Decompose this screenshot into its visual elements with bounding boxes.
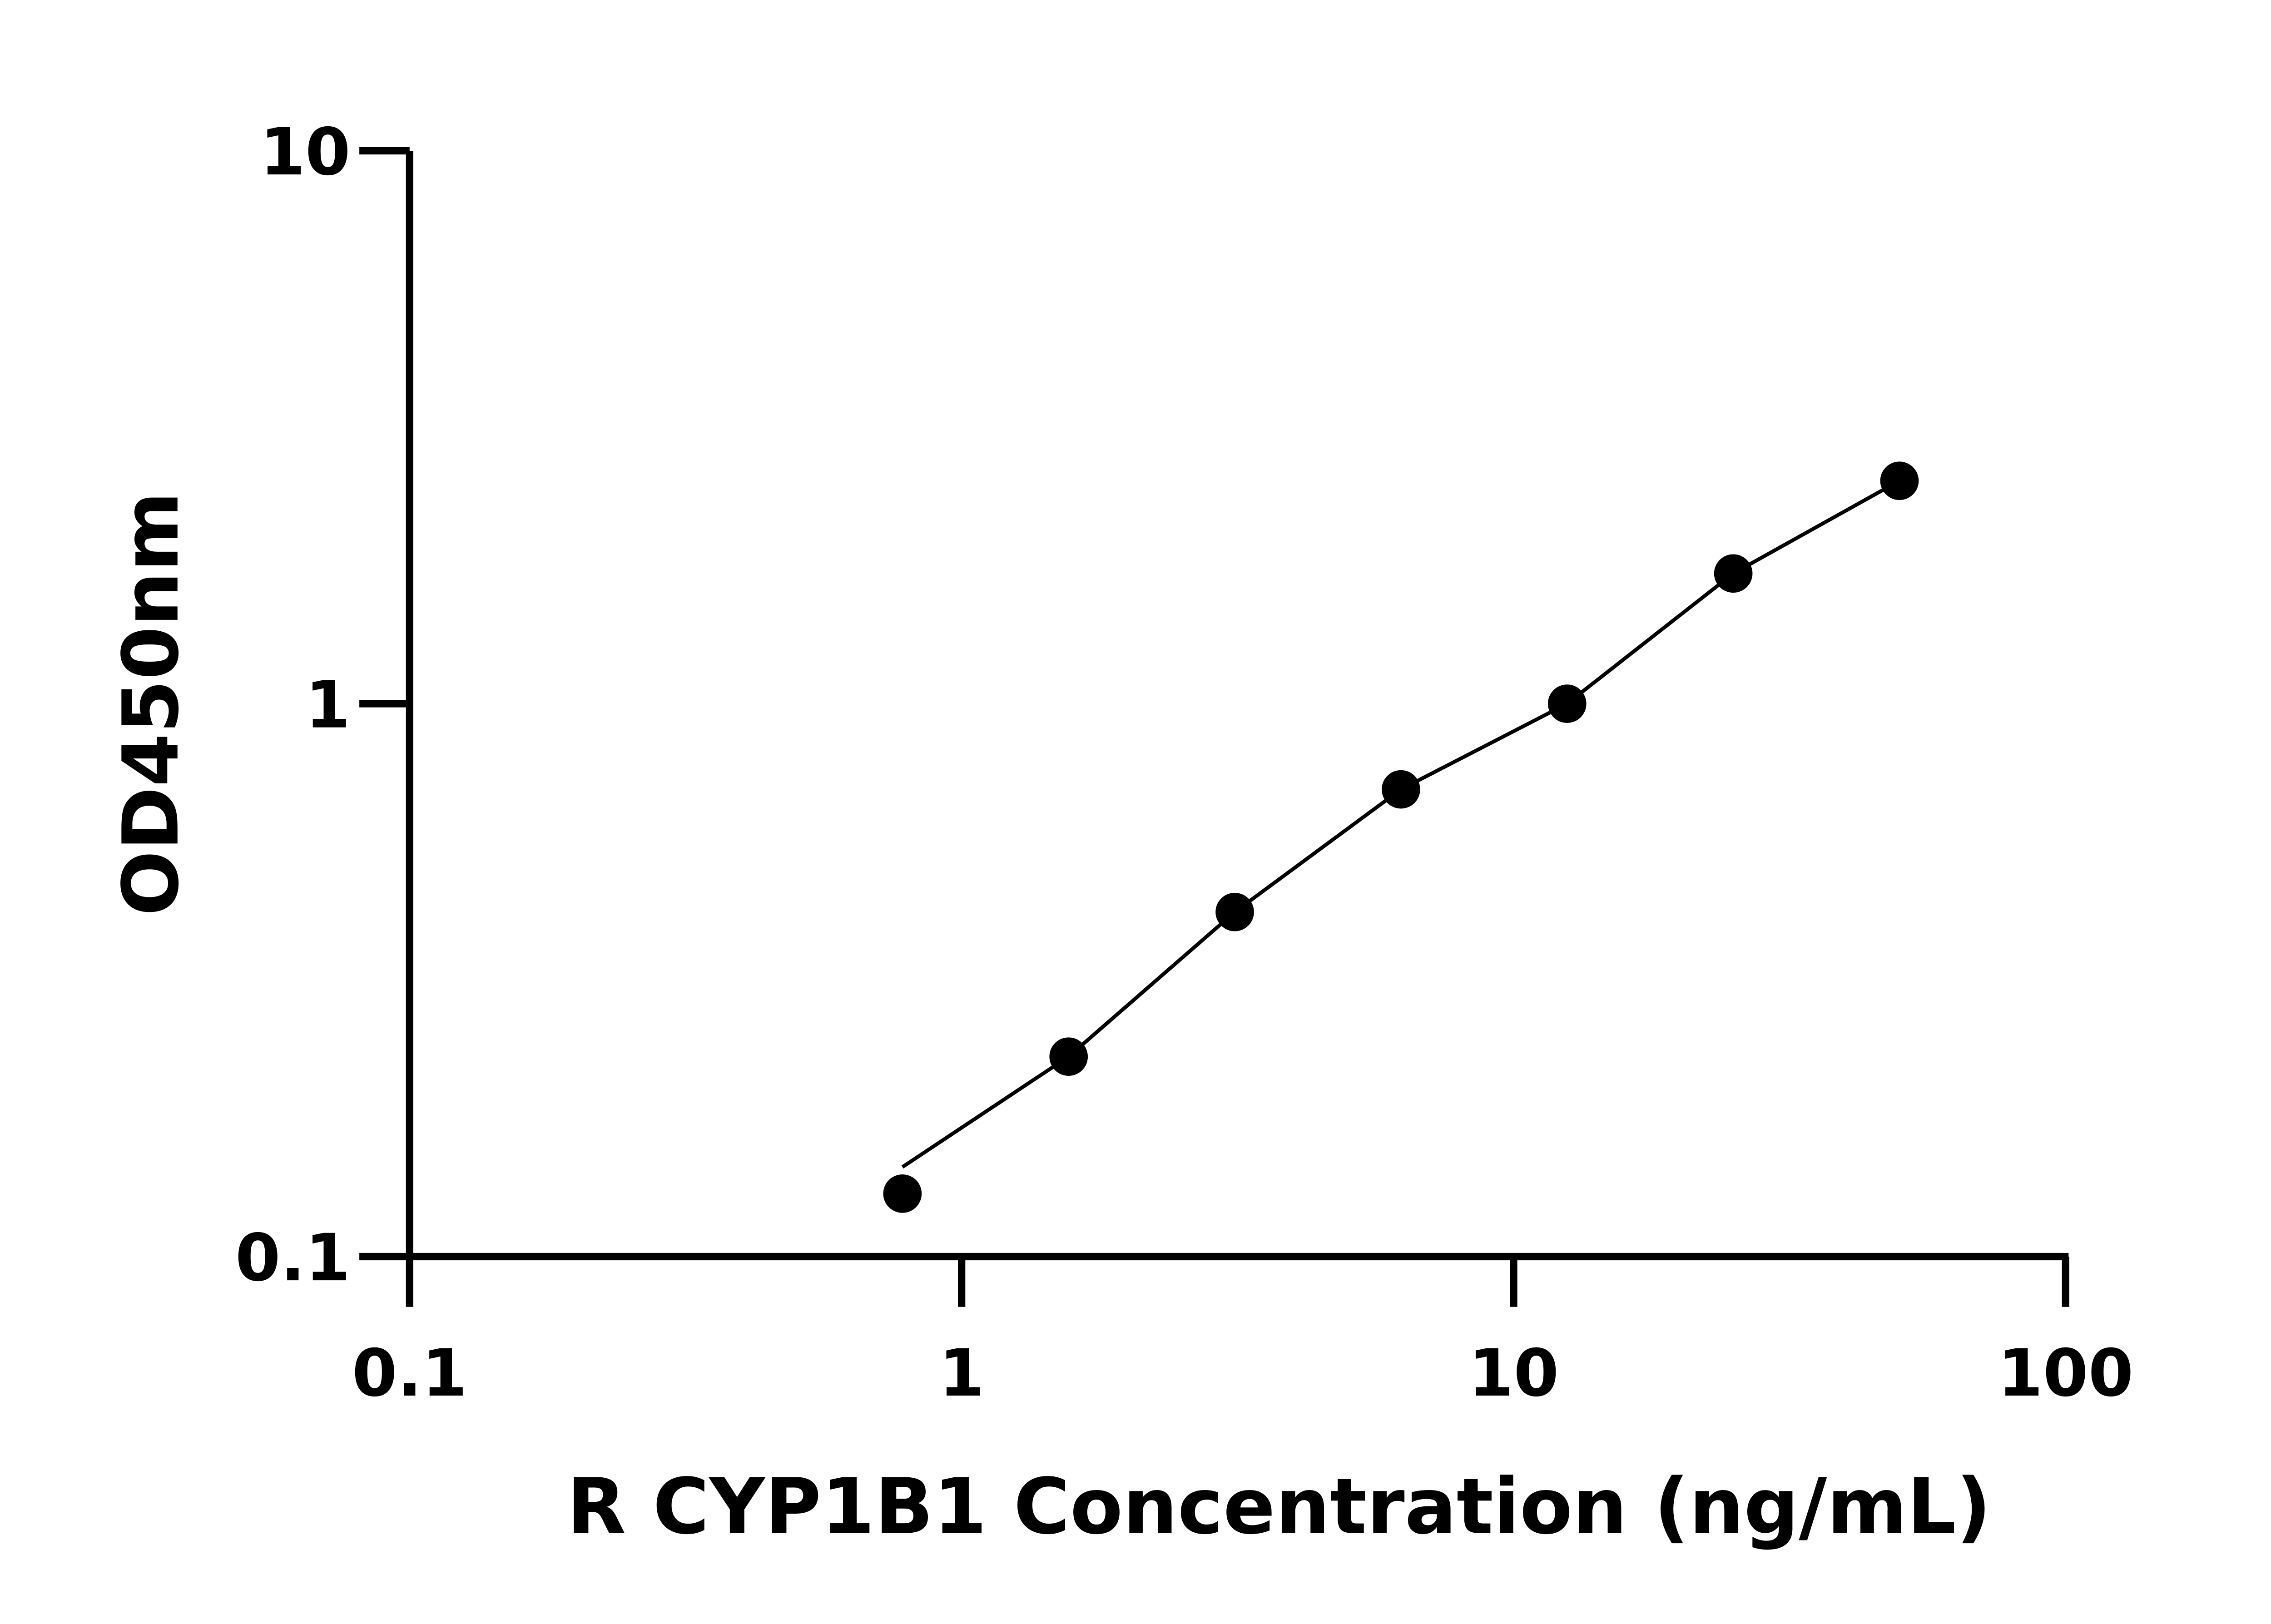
x-axis-label: R CYP1B1 Concentration (ng/mL) [567, 1462, 1991, 1551]
series [883, 461, 1919, 1213]
x-tick-label: 10 [1468, 1335, 1559, 1411]
y-tick-label: 10 [260, 114, 350, 190]
x-tick-label: 1 [939, 1335, 984, 1411]
data-point [1714, 554, 1753, 593]
data-point [883, 1174, 922, 1213]
data-point [1547, 684, 1587, 723]
x-tick-label: 100 [1998, 1335, 2133, 1411]
ticks: 0.1 1 10 100 0.1 1 10 [235, 114, 2133, 1411]
data-point [1880, 461, 1919, 500]
x-tick-label: 0.1 [352, 1335, 467, 1411]
y-tick-label: 0.1 [235, 1220, 351, 1296]
axes [406, 151, 2069, 1261]
data-point [1382, 770, 1420, 809]
y-axis-label: OD450nm [106, 491, 196, 916]
y-tick-label: 1 [305, 667, 351, 743]
data-point [1215, 892, 1254, 931]
data-point [1049, 1037, 1088, 1076]
